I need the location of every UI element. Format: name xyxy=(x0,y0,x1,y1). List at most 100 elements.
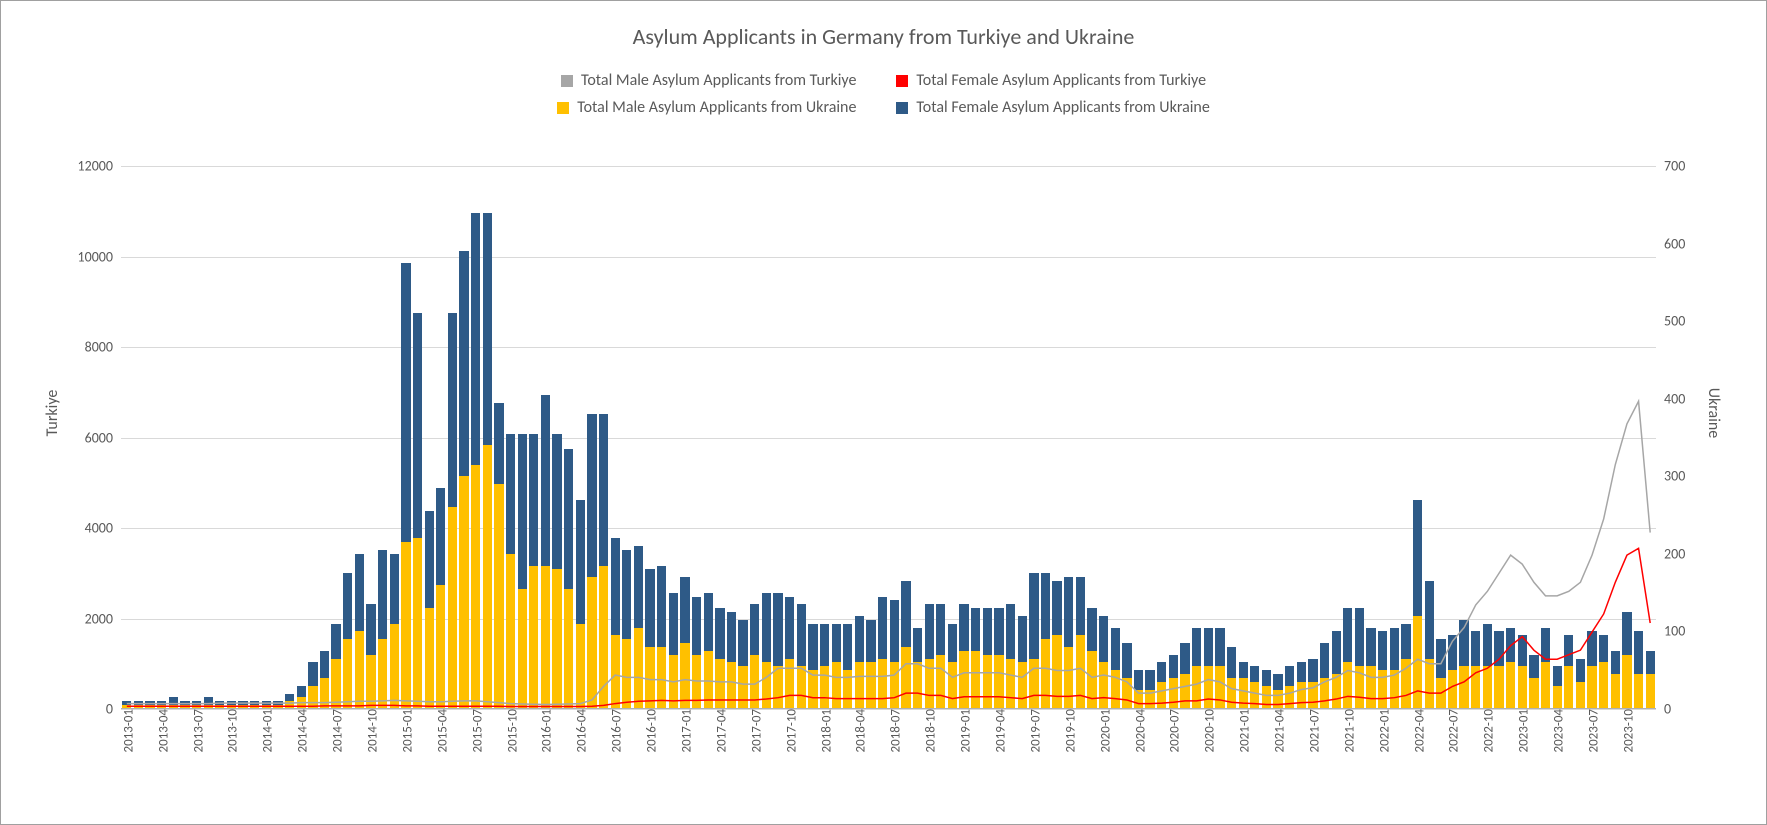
x-tick: 2019-07 xyxy=(1024,709,1043,753)
bar-ukraine-female xyxy=(134,701,143,705)
legend-label: Total Female Asylum Applicants from Turk… xyxy=(916,71,1206,90)
bar-ukraine-male xyxy=(750,655,759,709)
bar-ukraine-female xyxy=(715,608,724,658)
bar-ukraine-female xyxy=(192,701,201,705)
x-tick: 2021-07 xyxy=(1303,709,1322,753)
bar-ukraine-female xyxy=(1611,651,1620,674)
bar-ukraine-male xyxy=(657,647,666,709)
bar-ukraine-female xyxy=(1308,659,1317,682)
bar-ukraine-male xyxy=(483,445,492,709)
y-tick-right: 300 xyxy=(1664,468,1724,485)
bar-ukraine-male xyxy=(1622,655,1631,709)
bar-ukraine-female xyxy=(762,593,771,663)
x-tick: 2021-01 xyxy=(1234,709,1253,753)
bar-ukraine-female xyxy=(1064,577,1073,647)
bar-ukraine-female xyxy=(983,608,992,655)
bar-ukraine-female xyxy=(1529,655,1538,678)
bar-ukraine-female xyxy=(425,511,434,608)
bar-ukraine-male xyxy=(1018,662,1027,709)
bar-ukraine-female xyxy=(1018,616,1027,663)
bar-ukraine-male xyxy=(925,659,934,709)
x-tick: 2013-04 xyxy=(152,709,171,753)
bar-ukraine-male xyxy=(518,589,527,709)
bar-ukraine-male xyxy=(1506,662,1515,709)
bar-ukraine-female xyxy=(1436,639,1445,678)
x-tick: 2013-07 xyxy=(187,709,206,753)
bar-ukraine-male xyxy=(494,484,503,709)
bar-ukraine-male xyxy=(308,686,317,709)
x-tick: 2022-10 xyxy=(1478,709,1497,753)
bar-ukraine-female xyxy=(262,701,271,705)
x-tick: 2016-04 xyxy=(571,709,590,753)
bar-ukraine-female xyxy=(925,604,934,658)
bar-ukraine-female xyxy=(738,620,747,667)
bar-ukraine-male xyxy=(773,666,782,709)
bar-ukraine-female xyxy=(704,593,713,651)
bar-ukraine-male xyxy=(1343,662,1352,709)
bar-ukraine-female xyxy=(913,628,922,663)
bar-ukraine-male xyxy=(576,624,585,709)
bar-ukraine-male xyxy=(448,507,457,709)
bar-ukraine-male xyxy=(1204,666,1213,709)
bar-ukraine-female xyxy=(273,701,282,705)
bar-ukraine-female xyxy=(436,488,445,585)
bar-ukraine-female xyxy=(343,573,352,639)
bar-ukraine-male xyxy=(843,670,852,709)
bar-ukraine-male xyxy=(971,651,980,709)
bar-ukraine-female xyxy=(1029,573,1038,658)
x-tick: 2018-10 xyxy=(920,709,939,753)
bar-ukraine-female xyxy=(576,500,585,624)
y-tick-left: 0 xyxy=(53,701,113,718)
bar-ukraine-female xyxy=(1087,608,1096,651)
bar-ukraine-female xyxy=(1204,628,1213,667)
bar-ukraine-female xyxy=(145,701,154,705)
bar-ukraine-female xyxy=(971,608,980,651)
legend-row-2: Total Male Asylum Applicants from Ukrain… xyxy=(557,98,1210,117)
bar-ukraine-female xyxy=(1366,628,1375,667)
bar-ukraine-male xyxy=(425,608,434,709)
bar-ukraine-male xyxy=(1459,666,1468,709)
bar-ukraine-male xyxy=(1157,682,1166,709)
bar-ukraine-female xyxy=(773,593,782,667)
bar-ukraine-male xyxy=(645,647,654,709)
y-tick-right: 0 xyxy=(1664,701,1724,718)
bar-ukraine-male xyxy=(936,655,945,709)
bar-ukraine-male xyxy=(343,639,352,709)
bar-ukraine-male xyxy=(634,628,643,709)
bar-ukraine-male xyxy=(680,643,689,709)
bar-ukraine-female xyxy=(169,697,178,705)
bar-ukraine-female xyxy=(599,414,608,565)
legend-item-turkiye-female: Total Female Asylum Applicants from Turk… xyxy=(896,71,1206,90)
bar-ukraine-male xyxy=(552,569,561,709)
bar-ukraine-female xyxy=(564,449,573,589)
legend-label: Total Male Asylum Applicants from Turkiy… xyxy=(581,71,856,90)
x-tick: 2021-10 xyxy=(1338,709,1357,753)
bar-ukraine-male xyxy=(401,542,410,709)
x-tick: 2017-10 xyxy=(780,709,799,753)
bar-ukraine-male xyxy=(331,659,340,709)
bar-ukraine-female xyxy=(1599,635,1608,662)
bar-ukraine-male xyxy=(1215,666,1224,709)
bar-ukraine-male xyxy=(715,659,724,709)
bar-ukraine-female xyxy=(890,600,899,662)
bar-ukraine-female xyxy=(948,624,957,663)
bar-ukraine-male xyxy=(1262,686,1271,709)
bar-ukraine-female xyxy=(820,624,829,667)
bar-ukraine-male xyxy=(506,554,515,709)
bar-ukraine-male xyxy=(1518,666,1527,709)
bar-ukraine-male xyxy=(738,666,747,709)
bar-ukraine-female xyxy=(471,213,480,465)
bar-ukraine-female xyxy=(1099,616,1108,663)
bar-ukraine-female xyxy=(529,434,538,566)
x-tick: 2019-10 xyxy=(1059,709,1078,753)
legend-swatch xyxy=(561,75,573,87)
bar-ukraine-male xyxy=(1029,659,1038,709)
x-tick: 2014-01 xyxy=(257,709,276,753)
bar-ukraine-female xyxy=(297,686,306,698)
bar-ukraine-male xyxy=(692,655,701,709)
bar-ukraine-female xyxy=(366,604,375,654)
x-tick: 2014-10 xyxy=(362,709,381,753)
bar-ukraine-male xyxy=(901,647,910,709)
x-tick: 2016-07 xyxy=(606,709,625,753)
bar-ukraine-female xyxy=(727,612,736,662)
